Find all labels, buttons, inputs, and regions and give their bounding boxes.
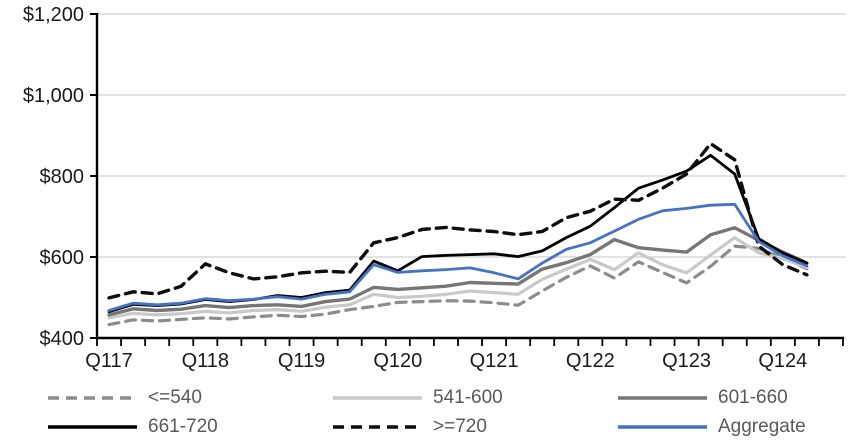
y-tick-label: $800 — [40, 166, 85, 188]
y-tick-label: $1,200 — [23, 4, 84, 26]
y-tick-label: $600 — [40, 247, 85, 269]
x-tick-label: Q120 — [373, 350, 422, 372]
x-tick-label: Q124 — [758, 350, 807, 372]
series-line-661-720 — [107, 153, 809, 314]
x-tick-label: Q123 — [662, 350, 711, 372]
x-tick-label: Q122 — [566, 350, 615, 372]
x-tick-label: Q119 — [278, 350, 325, 372]
x-tick-label: Q121 — [470, 350, 519, 372]
series-line-540 — [107, 244, 809, 327]
x-tick-label: Q118 — [182, 350, 229, 372]
x-tick-label: Q117 — [85, 350, 132, 372]
series-line-541-600 — [107, 236, 809, 320]
y-tick-label: $400 — [40, 328, 85, 350]
series-line-aggregate — [107, 202, 809, 312]
series-line-601-660 — [107, 226, 809, 317]
series-line-720 — [107, 141, 809, 300]
y-tick-label: $1,000 — [23, 85, 84, 107]
